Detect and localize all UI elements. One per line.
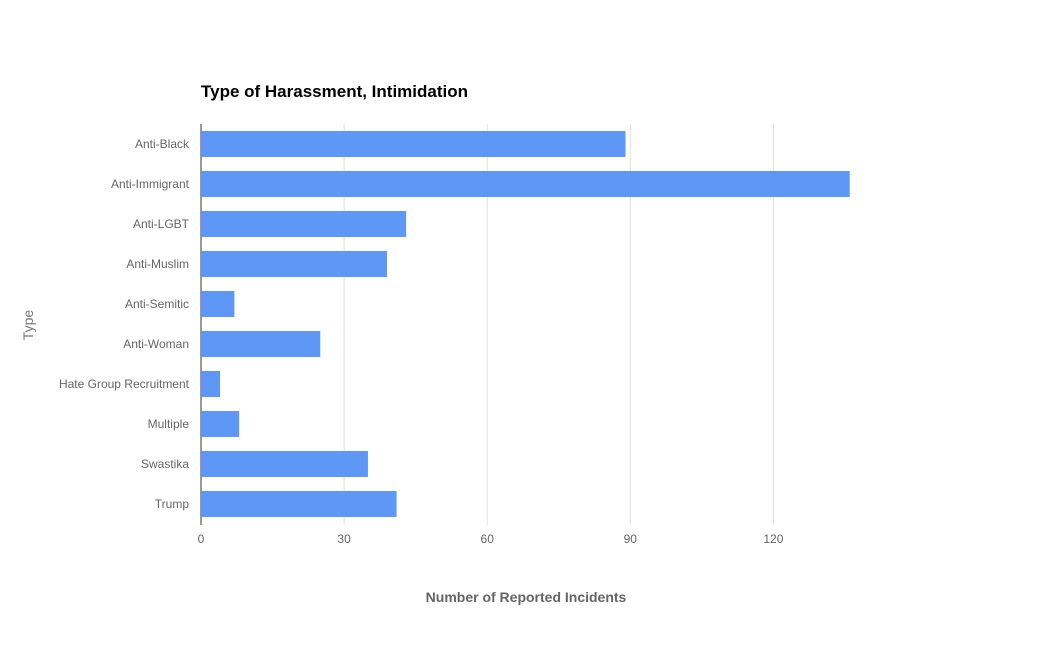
category-label: Anti-Woman [123,337,189,351]
category-label: Trump [155,497,190,511]
bar [201,251,388,277]
category-label: Hate Group Recruitment [59,377,190,391]
x-tick-label: 30 [337,532,351,546]
category-label: Anti-Black [135,137,190,151]
bar [201,211,407,237]
category-labels: Anti-Black Anti-Immigrant Anti-LGBT Anti-Mu… [59,137,190,511]
y-axis-title: Type [20,310,36,341]
x-tick-label: 90 [624,532,638,546]
bar [201,331,321,357]
bar [201,171,850,197]
x-tick-label: 120 [763,532,783,546]
bars [201,131,850,517]
category-label: Anti-Semitic [125,297,189,311]
category-label: Anti-Immigrant [111,177,190,191]
x-tick-labels: 0 30 60 90 120 [198,532,784,546]
category-label: Multiple [148,417,190,431]
bar [201,451,368,477]
x-tick-label: 0 [198,532,205,546]
bar [201,131,626,157]
bar [201,411,240,437]
category-label: Anti-Muslim [126,257,189,271]
bar [201,491,397,517]
category-label: Anti-LGBT [133,217,190,231]
x-axis-title: Number of Reported Incidents [426,589,627,605]
category-label: Swastika [141,457,189,471]
x-tick-label: 60 [481,532,495,546]
bar [201,371,221,397]
chart-title: Type of Harassment, Intimidation [201,82,468,101]
bar [201,291,235,317]
